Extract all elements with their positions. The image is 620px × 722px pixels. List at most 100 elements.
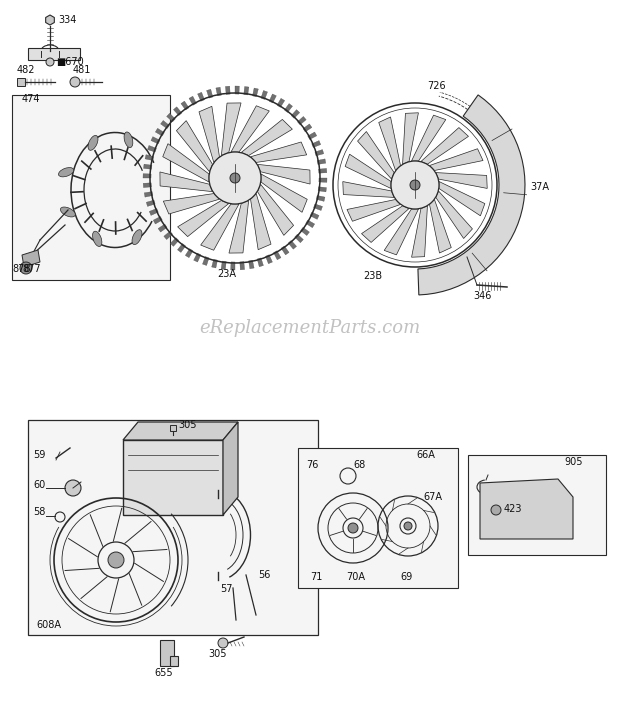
- Text: 71: 71: [310, 572, 322, 582]
- Polygon shape: [412, 115, 446, 161]
- Polygon shape: [316, 196, 325, 201]
- Polygon shape: [143, 183, 151, 188]
- Polygon shape: [177, 121, 213, 172]
- Polygon shape: [143, 164, 152, 169]
- Polygon shape: [226, 86, 230, 95]
- Polygon shape: [384, 209, 418, 255]
- Polygon shape: [312, 141, 321, 147]
- Polygon shape: [294, 234, 303, 243]
- Polygon shape: [315, 149, 324, 156]
- Polygon shape: [257, 258, 264, 266]
- Ellipse shape: [400, 178, 430, 191]
- Text: 60: 60: [33, 480, 45, 490]
- Polygon shape: [223, 422, 238, 515]
- Polygon shape: [285, 103, 293, 113]
- Circle shape: [65, 480, 81, 496]
- Polygon shape: [319, 178, 327, 183]
- Polygon shape: [319, 168, 327, 173]
- Polygon shape: [436, 173, 487, 188]
- Text: 58: 58: [33, 507, 45, 517]
- Polygon shape: [22, 250, 40, 267]
- Polygon shape: [198, 92, 205, 101]
- Text: 726: 726: [427, 81, 446, 91]
- Text: 76: 76: [306, 460, 319, 470]
- Polygon shape: [148, 145, 156, 152]
- Text: 56: 56: [258, 570, 270, 580]
- Polygon shape: [250, 142, 307, 162]
- Circle shape: [108, 552, 124, 568]
- Polygon shape: [310, 212, 319, 219]
- Polygon shape: [402, 113, 418, 164]
- Polygon shape: [269, 94, 277, 103]
- Circle shape: [209, 152, 261, 204]
- Circle shape: [491, 505, 501, 515]
- Polygon shape: [345, 155, 391, 188]
- Polygon shape: [170, 425, 176, 431]
- Circle shape: [230, 173, 240, 183]
- Polygon shape: [317, 159, 326, 165]
- Polygon shape: [221, 261, 226, 269]
- Text: 69: 69: [400, 572, 412, 582]
- Polygon shape: [235, 86, 239, 94]
- Bar: [468, 455, 606, 555]
- Polygon shape: [163, 144, 209, 182]
- Text: 37A: 37A: [530, 182, 549, 192]
- Polygon shape: [306, 220, 315, 227]
- Polygon shape: [229, 201, 249, 253]
- Text: 66A: 66A: [416, 450, 435, 460]
- Text: 481: 481: [73, 65, 91, 75]
- Polygon shape: [221, 103, 241, 155]
- Polygon shape: [199, 106, 219, 162]
- Polygon shape: [265, 255, 272, 264]
- Text: 346: 346: [473, 291, 492, 301]
- Polygon shape: [149, 209, 158, 215]
- Polygon shape: [430, 199, 451, 253]
- Text: 59: 59: [33, 450, 45, 460]
- Text: eReplacementParts.com: eReplacementParts.com: [200, 319, 420, 337]
- Polygon shape: [430, 149, 483, 170]
- Polygon shape: [123, 422, 238, 440]
- Polygon shape: [160, 172, 213, 191]
- Polygon shape: [421, 128, 469, 164]
- Text: 877: 877: [22, 264, 41, 274]
- Polygon shape: [241, 119, 293, 155]
- Text: 608A: 608A: [36, 620, 61, 630]
- Polygon shape: [358, 131, 394, 179]
- Polygon shape: [412, 206, 427, 257]
- Polygon shape: [167, 113, 175, 122]
- Polygon shape: [146, 200, 155, 206]
- Circle shape: [348, 523, 358, 533]
- Polygon shape: [281, 246, 289, 255]
- Text: 474: 474: [22, 94, 40, 104]
- Polygon shape: [206, 90, 213, 98]
- Bar: [28, 420, 318, 635]
- Bar: [123, 440, 223, 515]
- Text: 334: 334: [58, 15, 76, 25]
- Text: 23A: 23A: [218, 269, 236, 279]
- Polygon shape: [231, 262, 235, 270]
- Ellipse shape: [219, 171, 251, 185]
- Polygon shape: [308, 132, 317, 139]
- Polygon shape: [163, 193, 219, 214]
- Text: 905: 905: [564, 457, 583, 467]
- Circle shape: [404, 522, 412, 530]
- Text: 68: 68: [353, 460, 365, 470]
- Polygon shape: [174, 107, 182, 116]
- Text: 70A: 70A: [346, 572, 365, 582]
- Polygon shape: [156, 129, 164, 136]
- Polygon shape: [436, 191, 472, 238]
- Text: ■670: ■670: [56, 57, 84, 67]
- Ellipse shape: [124, 132, 133, 147]
- Circle shape: [70, 77, 80, 87]
- Text: 482: 482: [17, 65, 35, 75]
- Circle shape: [218, 638, 228, 648]
- Polygon shape: [298, 116, 306, 125]
- Polygon shape: [277, 98, 285, 108]
- Text: 57: 57: [220, 584, 232, 594]
- Polygon shape: [249, 260, 254, 269]
- Polygon shape: [318, 187, 327, 192]
- Text: 878: 878: [12, 264, 30, 274]
- Polygon shape: [291, 110, 299, 118]
- Polygon shape: [211, 259, 218, 268]
- Polygon shape: [343, 181, 394, 197]
